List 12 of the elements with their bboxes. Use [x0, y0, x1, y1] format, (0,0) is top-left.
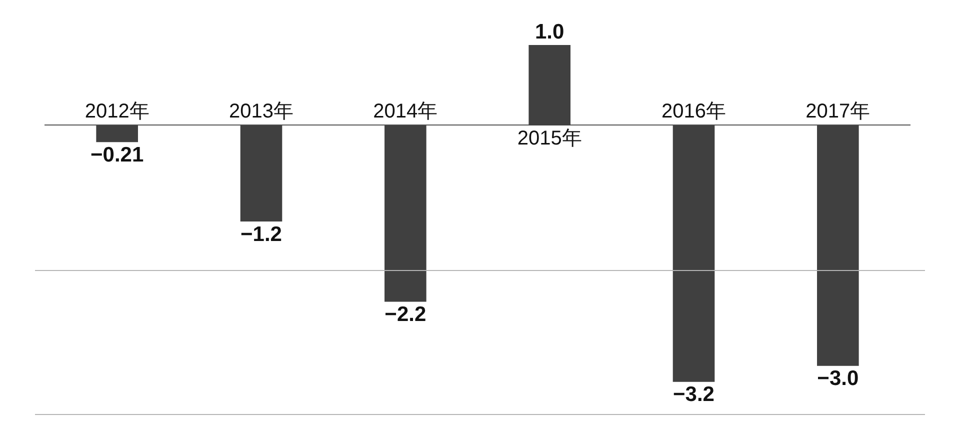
data-label: −0.21 — [90, 143, 144, 166]
x-tick-label: 2017年 — [806, 100, 870, 123]
data-label: 1.0 — [534, 20, 564, 44]
x-tick-label: 2015年 — [517, 128, 582, 150]
x-tick-label: 2013年 — [229, 100, 294, 123]
data-label: −3.0 — [817, 367, 859, 390]
data-label: −2.2 — [384, 302, 426, 326]
x-tick-label: 2012年 — [84, 100, 150, 123]
x-tick-label: 2014年 — [373, 100, 438, 123]
x-tick-label: 2016年 — [662, 100, 726, 123]
data-label: −3.2 — [673, 383, 714, 406]
data-label: −1.2 — [240, 222, 282, 246]
